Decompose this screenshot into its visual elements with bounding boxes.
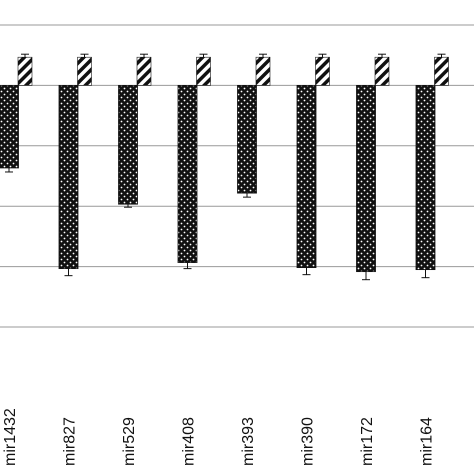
bar-striped-mir827 (77, 56, 92, 86)
bar-dotted-mir393 (237, 85, 257, 194)
bar-striped-mir390 (315, 56, 330, 86)
category-label-mir393: mir393 (240, 417, 257, 466)
category-label-mir390: mir390 (300, 417, 317, 466)
bar-dotted-mir390 (296, 85, 317, 269)
bar-striped-mir529 (136, 56, 152, 86)
bar-dotted-mir827 (58, 85, 79, 270)
category-label-mir164: mir164 (419, 417, 436, 466)
bar-striped-mir1432 (17, 56, 33, 86)
category-label-mir827: mir827 (62, 417, 79, 466)
category-label-mir1432: mir1432 (2, 408, 19, 466)
bar-dotted-mir172 (356, 85, 376, 273)
category-label-mir172: mir172 (359, 417, 376, 466)
bar-striped-mir164 (434, 56, 449, 86)
bar-dotted-mir408 (177, 85, 198, 263)
category-label-mir529: mir529 (121, 417, 138, 466)
bar-dotted-mir164 (415, 85, 436, 271)
category-label-mir408: mir408 (181, 417, 198, 466)
bar-striped-mir393 (255, 56, 271, 86)
bar-dotted-mir529 (118, 85, 138, 205)
bar-dotted-mir1432 (0, 85, 19, 169)
category-labels: mir1432 mir827 mir529 mir408 mir393 mir390 mir… (2, 408, 436, 466)
bars-group (0, 53, 449, 281)
bar-striped-mir408 (196, 56, 211, 86)
bar-striped-mir172 (374, 56, 390, 86)
